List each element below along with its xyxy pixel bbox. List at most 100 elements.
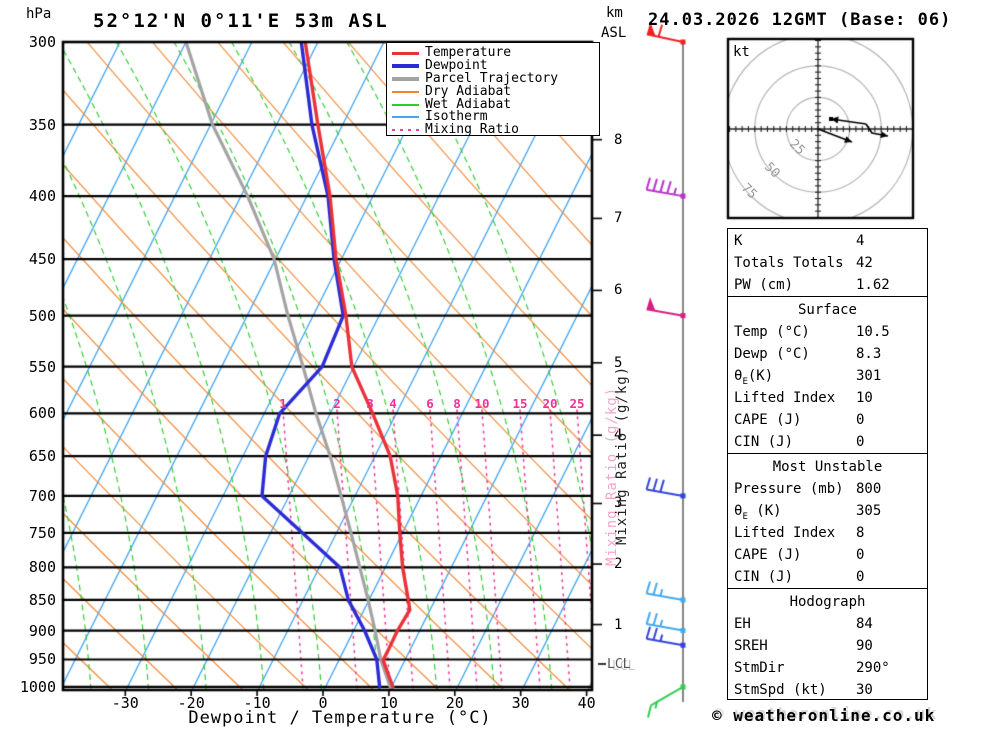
table-row-label: Temp (°C) (734, 324, 810, 340)
mixing-ratio-label: 6 (426, 396, 434, 411)
km-tick-label: 6 (614, 282, 623, 299)
pressure-tick-label: 650 (28, 447, 56, 466)
table-row-label: CAPE (J) (734, 412, 802, 428)
pressure-tick-label: 400 (28, 187, 56, 206)
table-row-label: Lifted Index (734, 525, 836, 541)
table-row: CAPE (J) 0 (728, 544, 927, 566)
table-row-label: Lifted Index (734, 390, 836, 406)
table-row: PW (cm) 1.62 (728, 274, 927, 296)
table-row-value: 90 (856, 638, 873, 654)
km-tick-label: 8 (614, 131, 623, 148)
temp-tick-label: -10 (243, 694, 271, 712)
table-row-value: 1.62 (856, 277, 890, 293)
km-tick-label: 4 (614, 427, 623, 444)
mixing-ratio-label: 10 (474, 396, 490, 411)
legend-item: Mixing Ratio (387, 122, 599, 138)
table-row-value: 0 (856, 569, 865, 585)
mixing-ratio-label: 3 (366, 396, 374, 411)
table-row: EH 84 (728, 613, 927, 635)
legend-item: Temperature (387, 45, 599, 61)
temp-tick-label: 20 (445, 694, 464, 712)
table-row-value: 0 (856, 412, 865, 428)
table-row: Dewp (°C) 8.3 (728, 343, 927, 365)
temp-tick-label: 0 (318, 694, 328, 712)
table-row: Lifted Index 10 (728, 387, 927, 409)
legend-item-label: Wet Adiabat (425, 96, 512, 112)
table-row: Pressure (mb) 800 (728, 478, 927, 500)
lcl-marker-label: LCL (607, 657, 631, 672)
table-section-divider (728, 296, 927, 297)
table-row-value: 84 (856, 616, 873, 632)
table-row-value: 30 (856, 682, 873, 698)
station-title: 52°12'N 0°11'E 53m ASL (93, 10, 389, 32)
table-row-label: CIN (J) (734, 434, 794, 450)
legend-item-label: Isotherm (425, 109, 488, 125)
table-row: θE (K) 305 (728, 500, 927, 522)
km-tick-label: 5 (614, 354, 623, 371)
legend-item-label: Dewpoint (425, 58, 488, 74)
table-row: θE(K) 301 (728, 365, 927, 387)
table-row-value: 10.5 (856, 324, 890, 340)
pressure-tick-label: 350 (28, 115, 56, 134)
run-datetime: 24.03.2026 12GMT (Base: 06) (648, 10, 952, 30)
table-section-header: Hodograph (789, 594, 866, 610)
km-tick-label: 7 (614, 210, 623, 227)
altitude-unit-asl: ASL (601, 25, 627, 41)
table-row: Temp (°C) 10.5 (728, 321, 927, 343)
table-row-value: 4 (856, 233, 865, 249)
legend-item: Dewpoint (387, 58, 599, 74)
table-row-value: 0 (856, 547, 865, 563)
pressure-tick-label: 700 (28, 486, 56, 505)
legend-item-label: Mixing Ratio (425, 122, 519, 138)
mixing-ratio-label: 15 (512, 396, 528, 411)
table-row-value: 290° (856, 660, 890, 676)
pressure-unit-label: hPa (26, 6, 52, 22)
table-row-label: θE(K) (734, 368, 774, 387)
table-row: StmDir 290° (728, 657, 927, 679)
temp-tick-label: -20 (177, 694, 205, 712)
table-row-label: CIN (J) (734, 569, 794, 585)
table-row-value: 301 (856, 368, 882, 384)
table-row: CIN (J) 0 (728, 431, 927, 453)
km-tick-label: 1 (614, 616, 623, 633)
table-row-value: 10 (856, 390, 873, 406)
table-section-header: Most Unstable (772, 459, 883, 475)
table-row-label: StmSpd (kt) (734, 682, 827, 698)
table-row-label: StmDir (734, 660, 785, 676)
legend-box: Temperature Dewpoint Parcel Trajectory Dry … (386, 42, 600, 136)
pressure-tick-label: 900 (28, 621, 56, 640)
table-row-label: θE (K) (734, 503, 782, 522)
table-row-label: Pressure (mb) (734, 481, 844, 497)
table-row-value: 8.3 (856, 346, 882, 362)
mixing-ratio-label: 25 (569, 396, 585, 411)
pressure-tick-label: 750 (28, 523, 56, 542)
legend-item: Wet Adiabat (387, 98, 599, 111)
pressure-tick-label: 950 (28, 650, 56, 669)
table-row: Lifted Index 8 (728, 522, 927, 544)
legend-line-sample (392, 116, 419, 119)
legend-line-sample (392, 51, 419, 56)
pressure-tick-label: 800 (28, 558, 56, 577)
table-row: CIN (J) 0 (728, 566, 927, 588)
x-axis-title: Dewpoint / Temperature (°C) (188, 708, 492, 728)
hodograph-unit-label: kt (733, 44, 750, 60)
mixing-ratio-label: 2 (333, 396, 341, 411)
table-row-label: SREH (734, 638, 768, 654)
legend-item-label: Parcel Trajectory (425, 70, 559, 86)
legend-item-label: Dry Adiabat (425, 83, 512, 99)
legend-line-sample (392, 64, 419, 68)
indices-table: K 4 Totals Totals 42 PW (cm) 1.62 Surface Temp … (727, 228, 928, 700)
legend-line-sample (392, 103, 419, 106)
table-row-label: EH (734, 616, 751, 632)
legend-line-sample (392, 128, 419, 132)
pressure-tick-label: 500 (28, 306, 56, 325)
legend-line-sample (392, 90, 419, 93)
table-row: CAPE (J) 0 (728, 409, 927, 431)
mixing-ratio-label: 4 (389, 396, 397, 411)
temp-tick-label: 10 (379, 694, 398, 712)
temp-tick-label: 30 (511, 694, 530, 712)
legend-item-label: Temperature (425, 45, 512, 61)
pressure-tick-label: 850 (28, 590, 56, 609)
table-row-value: 8 (856, 525, 865, 541)
